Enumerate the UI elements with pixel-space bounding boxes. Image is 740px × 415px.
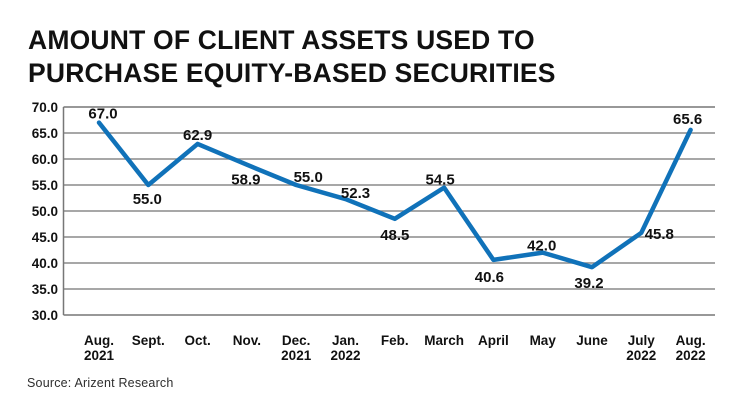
x-axis-label-month: April bbox=[478, 333, 509, 348]
data-point-label: 65.6 bbox=[673, 111, 702, 128]
source-note: Source: Arizent Research bbox=[27, 376, 174, 390]
x-axis-label-year: 2022 bbox=[330, 348, 360, 363]
data-point-label: 55.0 bbox=[294, 169, 323, 186]
x-axis-label-month: Dec. bbox=[282, 333, 311, 348]
x-axis-label-year: 2022 bbox=[676, 348, 706, 363]
data-point-label: 67.0 bbox=[88, 106, 117, 123]
y-axis-label: 55.0 bbox=[32, 178, 58, 193]
data-line bbox=[96, 120, 693, 270]
x-axis-label-month: July bbox=[628, 333, 656, 348]
y-axis-label: 40.0 bbox=[32, 256, 58, 271]
data-point-label: 42.0 bbox=[527, 238, 556, 255]
x-axis-label-month: June bbox=[576, 333, 608, 348]
x-axis-label-month: Aug. bbox=[84, 333, 114, 348]
data-point-label: 58.9 bbox=[231, 172, 260, 189]
data-point-label: 48.5 bbox=[380, 227, 409, 244]
y-axis-label: 35.0 bbox=[32, 282, 58, 297]
x-axis-label-year: 2021 bbox=[84, 348, 115, 363]
data-point-label: 55.0 bbox=[133, 191, 162, 208]
x-axis-label-month: Nov. bbox=[233, 333, 261, 348]
data-point-label: 54.5 bbox=[425, 172, 454, 189]
x-axis-label-month: Sept. bbox=[132, 333, 165, 348]
y-axis-label: 30.0 bbox=[32, 308, 58, 323]
y-axis-label: 70.0 bbox=[32, 100, 58, 115]
y-axis-label: 45.0 bbox=[32, 230, 58, 245]
chart-title: AMOUNT OF CLIENT ASSETS USED TO PURCHASE… bbox=[28, 24, 688, 90]
data-point-label: 40.6 bbox=[475, 269, 504, 286]
x-axis-label-month: Feb. bbox=[381, 333, 409, 348]
y-axis-label: 50.0 bbox=[32, 204, 58, 219]
x-axis-label-month: May bbox=[530, 333, 557, 348]
x-axis-label-month: March bbox=[424, 333, 464, 348]
x-axis-label-year: 2021 bbox=[281, 348, 312, 363]
y-axis-label: 60.0 bbox=[32, 152, 58, 167]
x-axis-label-month: Oct. bbox=[184, 333, 210, 348]
data-point-label: 62.9 bbox=[183, 127, 212, 144]
x-axis-label-month: Aug. bbox=[676, 333, 706, 348]
y-axis-label: 65.0 bbox=[32, 126, 58, 141]
x-axis-label-month: Jan. bbox=[332, 333, 359, 348]
data-point-label: 52.3 bbox=[341, 185, 370, 202]
chart-title-line2: PURCHASE EQUITY-BASED SECURITIES bbox=[28, 58, 556, 88]
chart-title-line1: AMOUNT OF CLIENT ASSETS USED TO bbox=[28, 25, 535, 55]
data-point-label: 39.2 bbox=[574, 275, 603, 292]
data-point-label: 45.8 bbox=[645, 226, 674, 243]
x-axis-label-year: 2022 bbox=[626, 348, 656, 363]
